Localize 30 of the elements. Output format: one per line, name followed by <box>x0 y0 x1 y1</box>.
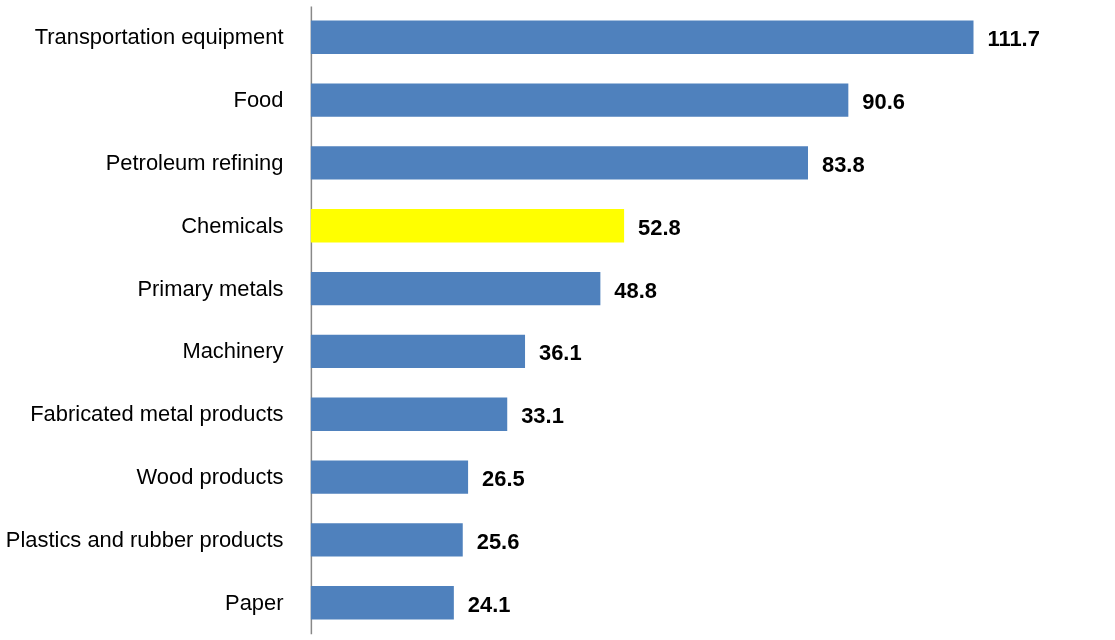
data-label: 33.1 <box>521 403 564 429</box>
bar <box>310 460 469 494</box>
y-tick-label: Wood products <box>136 464 284 490</box>
data-label: 52.8 <box>638 214 681 240</box>
bar <box>310 397 508 431</box>
y-tick-label: Fabricated metal products <box>30 401 284 427</box>
data-label: 90.6 <box>862 89 905 115</box>
bar <box>310 586 454 620</box>
y-tick-label: Transportation equipment <box>34 24 284 50</box>
y-tick-label: Machinery <box>182 338 284 364</box>
y-tick-label: Food <box>233 87 284 113</box>
bar <box>310 83 849 117</box>
data-label: 111.7 <box>987 26 1040 52</box>
data-label: 25.6 <box>476 528 520 554</box>
bar <box>310 146 808 180</box>
y-tick-label: Paper <box>225 589 284 615</box>
y-tick-label: Petroleum refining <box>105 149 284 175</box>
data-label: 26.5 <box>482 466 525 492</box>
data-label: 48.8 <box>614 277 657 303</box>
data-label: 83.8 <box>821 151 865 177</box>
bar <box>310 334 526 369</box>
data-label: 36.1 <box>538 340 582 366</box>
bar <box>310 20 974 54</box>
y-tick-label: Chemicals <box>181 212 284 238</box>
data-label: 24.1 <box>467 591 511 617</box>
y-tick-label: Plastics and rubber products <box>5 526 284 552</box>
y-tick-label: Primary metals <box>137 275 284 301</box>
bar <box>310 523 463 557</box>
bar <box>310 209 625 243</box>
bar <box>310 271 601 306</box>
